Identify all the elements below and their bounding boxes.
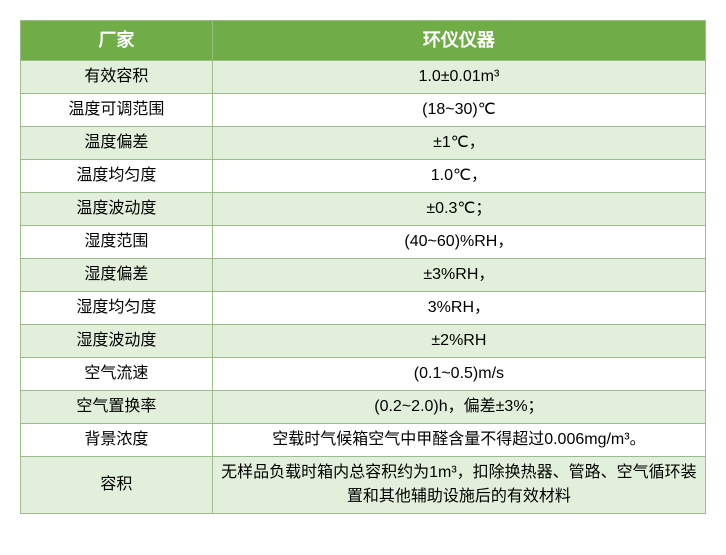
row-label: 湿度波动度 — [21, 325, 213, 358]
row-value: (0.2~2.0)h，偏差±3%； — [212, 391, 705, 424]
row-label: 温度偏差 — [21, 127, 213, 160]
table-row: 湿度偏差 ±3%RH， — [21, 259, 706, 292]
row-label: 湿度范围 — [21, 226, 213, 259]
table-row: 湿度均匀度 3%RH， — [21, 292, 706, 325]
row-label: 温度可调范围 — [21, 94, 213, 127]
row-value: ±1℃， — [212, 127, 705, 160]
row-value: (40~60)%RH， — [212, 226, 705, 259]
table-row: 温度可调范围 (18~30)℃ — [21, 94, 706, 127]
row-label: 湿度均匀度 — [21, 292, 213, 325]
table-row: 有效容积 1.0±0.01m³ — [21, 61, 706, 94]
table-row: 温度均匀度 1.0℃， — [21, 160, 706, 193]
table-row: 湿度范围 (40~60)%RH， — [21, 226, 706, 259]
row-label: 空气流速 — [21, 358, 213, 391]
table-row: 湿度波动度 ±2%RH — [21, 325, 706, 358]
row-label: 背景浓度 — [21, 424, 213, 457]
row-label: 湿度偏差 — [21, 259, 213, 292]
row-label: 温度波动度 — [21, 193, 213, 226]
table-row: 背景浓度 空载时气候箱空气中甲醛含量不得超过0.006mg/m³。 — [21, 424, 706, 457]
row-label: 空气置换率 — [21, 391, 213, 424]
row-value: 3%RH， — [212, 292, 705, 325]
table-row: 空气流速 (0.1~0.5)m/s — [21, 358, 706, 391]
row-value: 空载时气候箱空气中甲醛含量不得超过0.006mg/m³。 — [212, 424, 705, 457]
table-row: 温度偏差 ±1℃， — [21, 127, 706, 160]
row-value: 1.0±0.01m³ — [212, 61, 705, 94]
table-row: 容积 无样品负载时箱内总容积约为1m³，扣除换热器、管路、空气循环装置和其他辅助… — [21, 457, 706, 514]
spec-table: 厂家 环仪仪器 有效容积 1.0±0.01m³ 温度可调范围 (18~30)℃ … — [20, 20, 706, 514]
row-value: 无样品负载时箱内总容积约为1m³，扣除换热器、管路、空气循环装置和其他辅助设施后… — [212, 457, 705, 514]
row-value: 1.0℃， — [212, 160, 705, 193]
row-value: (0.1~0.5)m/s — [212, 358, 705, 391]
row-label: 容积 — [21, 457, 213, 514]
row-label: 温度均匀度 — [21, 160, 213, 193]
row-value: ±3%RH， — [212, 259, 705, 292]
header-col-1: 环仪仪器 — [212, 21, 705, 61]
table-body: 有效容积 1.0±0.01m³ 温度可调范围 (18~30)℃ 温度偏差 ±1℃… — [21, 61, 706, 514]
row-label: 有效容积 — [21, 61, 213, 94]
row-value: (18~30)℃ — [212, 94, 705, 127]
row-value: ±0.3℃； — [212, 193, 705, 226]
table-row: 温度波动度 ±0.3℃； — [21, 193, 706, 226]
table-header-row: 厂家 环仪仪器 — [21, 21, 706, 61]
header-col-0: 厂家 — [21, 21, 213, 61]
row-value: ±2%RH — [212, 325, 705, 358]
table-row: 空气置换率 (0.2~2.0)h，偏差±3%； — [21, 391, 706, 424]
